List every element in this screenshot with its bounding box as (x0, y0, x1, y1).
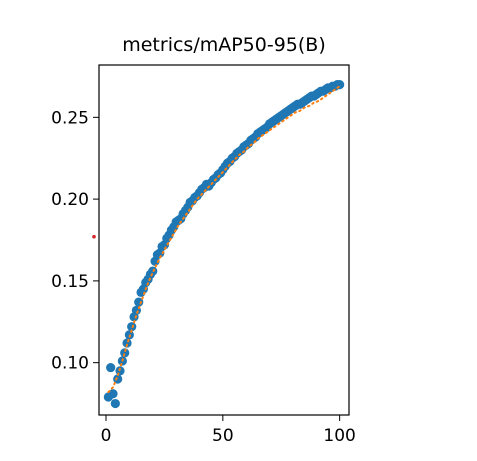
y-tick-label: 0.10 (51, 354, 89, 374)
marker-dot (92, 234, 96, 239)
x-tick-label: 50 (212, 426, 234, 446)
points-layer (103, 80, 345, 409)
data-point (113, 374, 123, 384)
y-tick-label: 0.25 (51, 108, 89, 128)
y-axis: 0.10 0.15 0.20 0.25 (51, 108, 99, 374)
marker-layer (92, 234, 96, 239)
chart-title: metrics/mAP50-95(B) (122, 34, 326, 56)
data-point (120, 348, 130, 358)
x-axis: 0 50 100 (101, 415, 356, 446)
y-tick-label: 0.20 (51, 190, 89, 210)
data-point (335, 80, 345, 90)
data-point (134, 297, 144, 307)
x-tick-label: 0 (101, 426, 112, 446)
data-point (106, 362, 116, 373)
y-tick-label: 0.15 (51, 272, 89, 292)
smooth-line (107, 85, 341, 394)
data-point (108, 389, 118, 399)
smooth-layer (107, 85, 341, 394)
plot-frame (98, 64, 350, 416)
data-point (110, 398, 120, 409)
x-tick-label: 100 (323, 426, 355, 446)
data-point (122, 338, 132, 348)
